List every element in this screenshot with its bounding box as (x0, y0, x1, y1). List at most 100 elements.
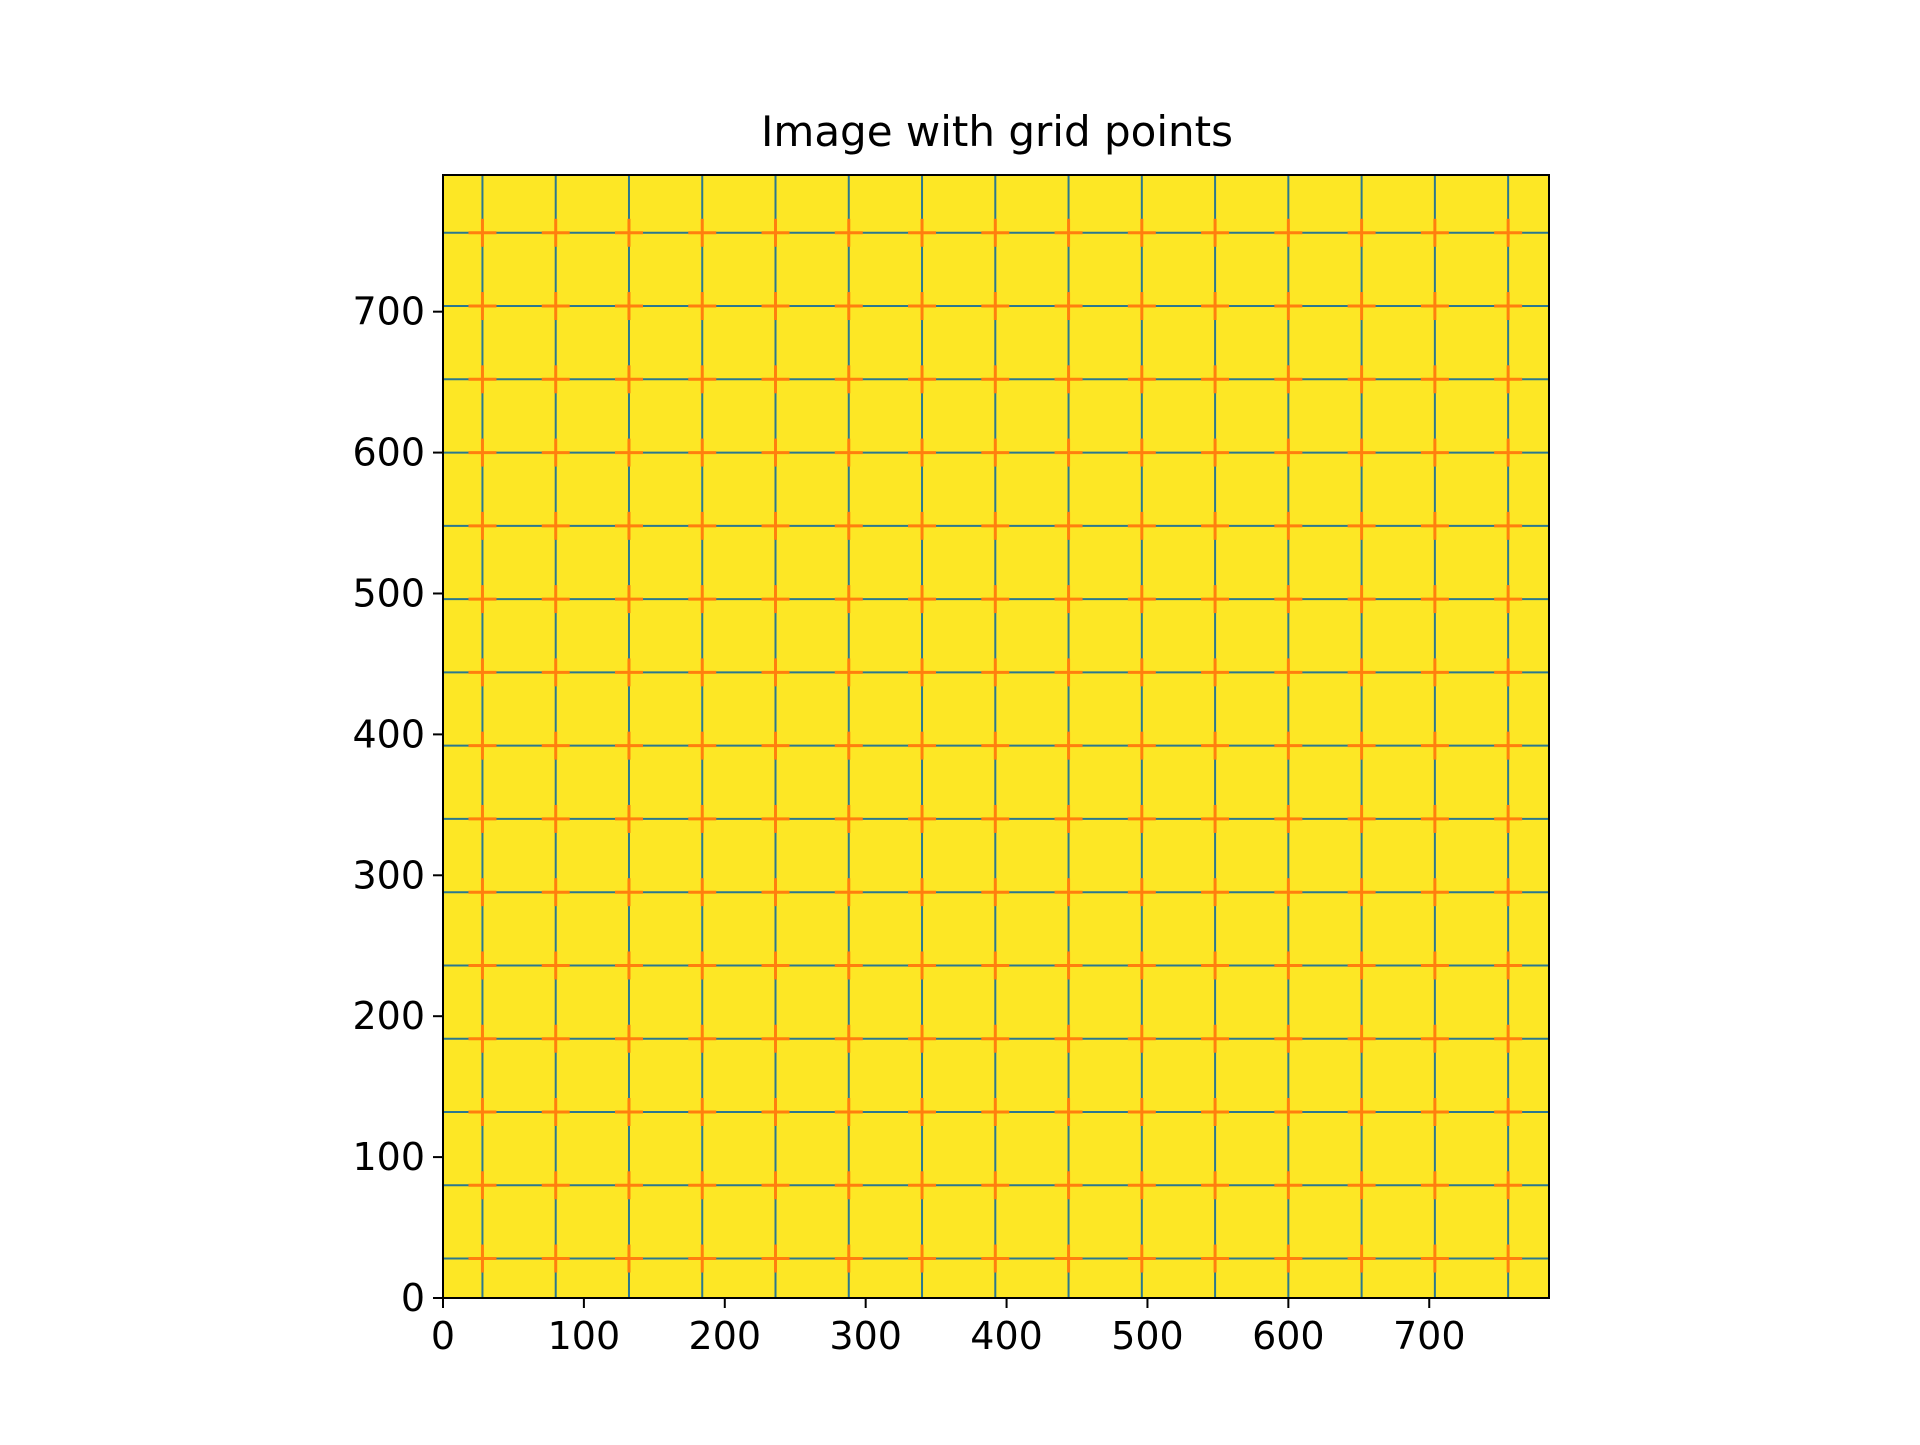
grid-point-marker (834, 1098, 863, 1127)
grid-point-marker (1201, 1098, 1230, 1127)
grid-point-marker (541, 511, 570, 540)
y-tick-label: 300 (352, 853, 425, 897)
grid-point-marker (908, 585, 937, 614)
grid-point-marker (981, 951, 1010, 980)
grid-point-marker (1347, 365, 1376, 394)
grid-point-marker (981, 658, 1010, 687)
grid-point-marker (1054, 1244, 1083, 1273)
grid-point-marker (541, 804, 570, 833)
grid-point-marker (761, 1244, 790, 1273)
grid-point-marker (688, 218, 717, 247)
grid-point-marker (1054, 585, 1083, 614)
grid-point-marker (908, 511, 937, 540)
grid-point-marker (908, 951, 937, 980)
x-tick-label: 100 (548, 1314, 621, 1358)
grid-point-marker (1347, 1024, 1376, 1053)
grid-point-marker (1347, 1244, 1376, 1273)
grid-point-marker (1127, 218, 1156, 247)
grid-point-marker (908, 1244, 937, 1273)
grid-point-marker (761, 731, 790, 760)
grid-point-marker (688, 731, 717, 760)
grid-point-marker (1274, 218, 1303, 247)
grid-point-marker (1201, 585, 1230, 614)
grid-point-marker (834, 1024, 863, 1053)
grid-point-marker (541, 878, 570, 907)
grid-point-marker (541, 951, 570, 980)
x-tick-label: 400 (970, 1314, 1043, 1358)
y-tick-label: 0 (401, 1276, 425, 1320)
grid-point-marker (908, 1171, 937, 1200)
grid-point-marker (1201, 951, 1230, 980)
grid-point-marker (1201, 438, 1230, 467)
grid-point-marker (1127, 1244, 1156, 1273)
grid-point-marker (468, 292, 497, 321)
grid-point-marker (1054, 804, 1083, 833)
grid-point-marker (468, 585, 497, 614)
grid-point-marker (908, 878, 937, 907)
grid-point-marker (981, 218, 1010, 247)
grid-point-marker (834, 1244, 863, 1273)
grid-point-marker (834, 804, 863, 833)
grid-point-marker (1347, 511, 1376, 540)
grid-point-marker (1420, 438, 1449, 467)
y-tick-label: 400 (352, 712, 425, 756)
grid-point-marker (1127, 292, 1156, 321)
grid-point-marker (761, 438, 790, 467)
grid-point-marker (1347, 218, 1376, 247)
grid-point-marker (981, 1171, 1010, 1200)
x-tick-label: 500 (1111, 1314, 1184, 1358)
grid-point-marker (468, 1244, 497, 1273)
grid-point-marker (1274, 804, 1303, 833)
grid-point-marker (1127, 878, 1156, 907)
grid-point-marker (688, 292, 717, 321)
grid-point-marker (1420, 218, 1449, 247)
x-tick-label: 600 (1252, 1314, 1325, 1358)
grid-point-marker (981, 1244, 1010, 1273)
grid-point-marker (1347, 951, 1376, 980)
grid-point-marker (1420, 1098, 1449, 1127)
grid-point-marker (1347, 292, 1376, 321)
grid-point-marker (1201, 658, 1230, 687)
grid-point-marker (541, 731, 570, 760)
grid-point-marker (908, 804, 937, 833)
grid-point-marker (468, 658, 497, 687)
grid-point-marker (1274, 292, 1303, 321)
grid-point-marker (1494, 365, 1523, 394)
grid-point-marker (614, 878, 643, 907)
grid-point-marker (1347, 1171, 1376, 1200)
grid-point-marker (1494, 878, 1523, 907)
grid-point-marker (1201, 1244, 1230, 1273)
grid-point-marker (541, 365, 570, 394)
grid-point-marker (1274, 511, 1303, 540)
grid-point-marker (614, 585, 643, 614)
grid-point-marker (981, 1024, 1010, 1053)
grid-point-marker (1420, 731, 1449, 760)
grid-point-marker (761, 658, 790, 687)
grid-point-marker (1420, 804, 1449, 833)
grid-point-marker (1054, 1024, 1083, 1053)
chart-title: Image with grid points (761, 107, 1233, 156)
grid-point-marker (1127, 365, 1156, 394)
y-tick-label: 600 (352, 431, 425, 475)
grid-point-marker (688, 804, 717, 833)
grid-point-marker (688, 1171, 717, 1200)
grid-point-marker (541, 1171, 570, 1200)
grid-point-marker (761, 1098, 790, 1127)
grid-point-marker (981, 731, 1010, 760)
grid-point-marker (688, 1024, 717, 1053)
grid-point-marker (1127, 658, 1156, 687)
grid-point-marker (761, 951, 790, 980)
plot-area (443, 175, 1549, 1298)
grid-point-marker (1054, 365, 1083, 394)
grid-point-marker (1201, 731, 1230, 760)
grid-point-marker (1494, 1171, 1523, 1200)
grid-point-marker (1201, 1171, 1230, 1200)
y-tick-label: 100 (352, 1135, 425, 1179)
grid-point-marker (1274, 878, 1303, 907)
grid-point-marker (688, 365, 717, 394)
grid-point-marker (1494, 658, 1523, 687)
grid-point-marker (688, 585, 717, 614)
grid-point-marker (834, 438, 863, 467)
grid-point-marker (1054, 951, 1083, 980)
grid-point-marker (908, 218, 937, 247)
